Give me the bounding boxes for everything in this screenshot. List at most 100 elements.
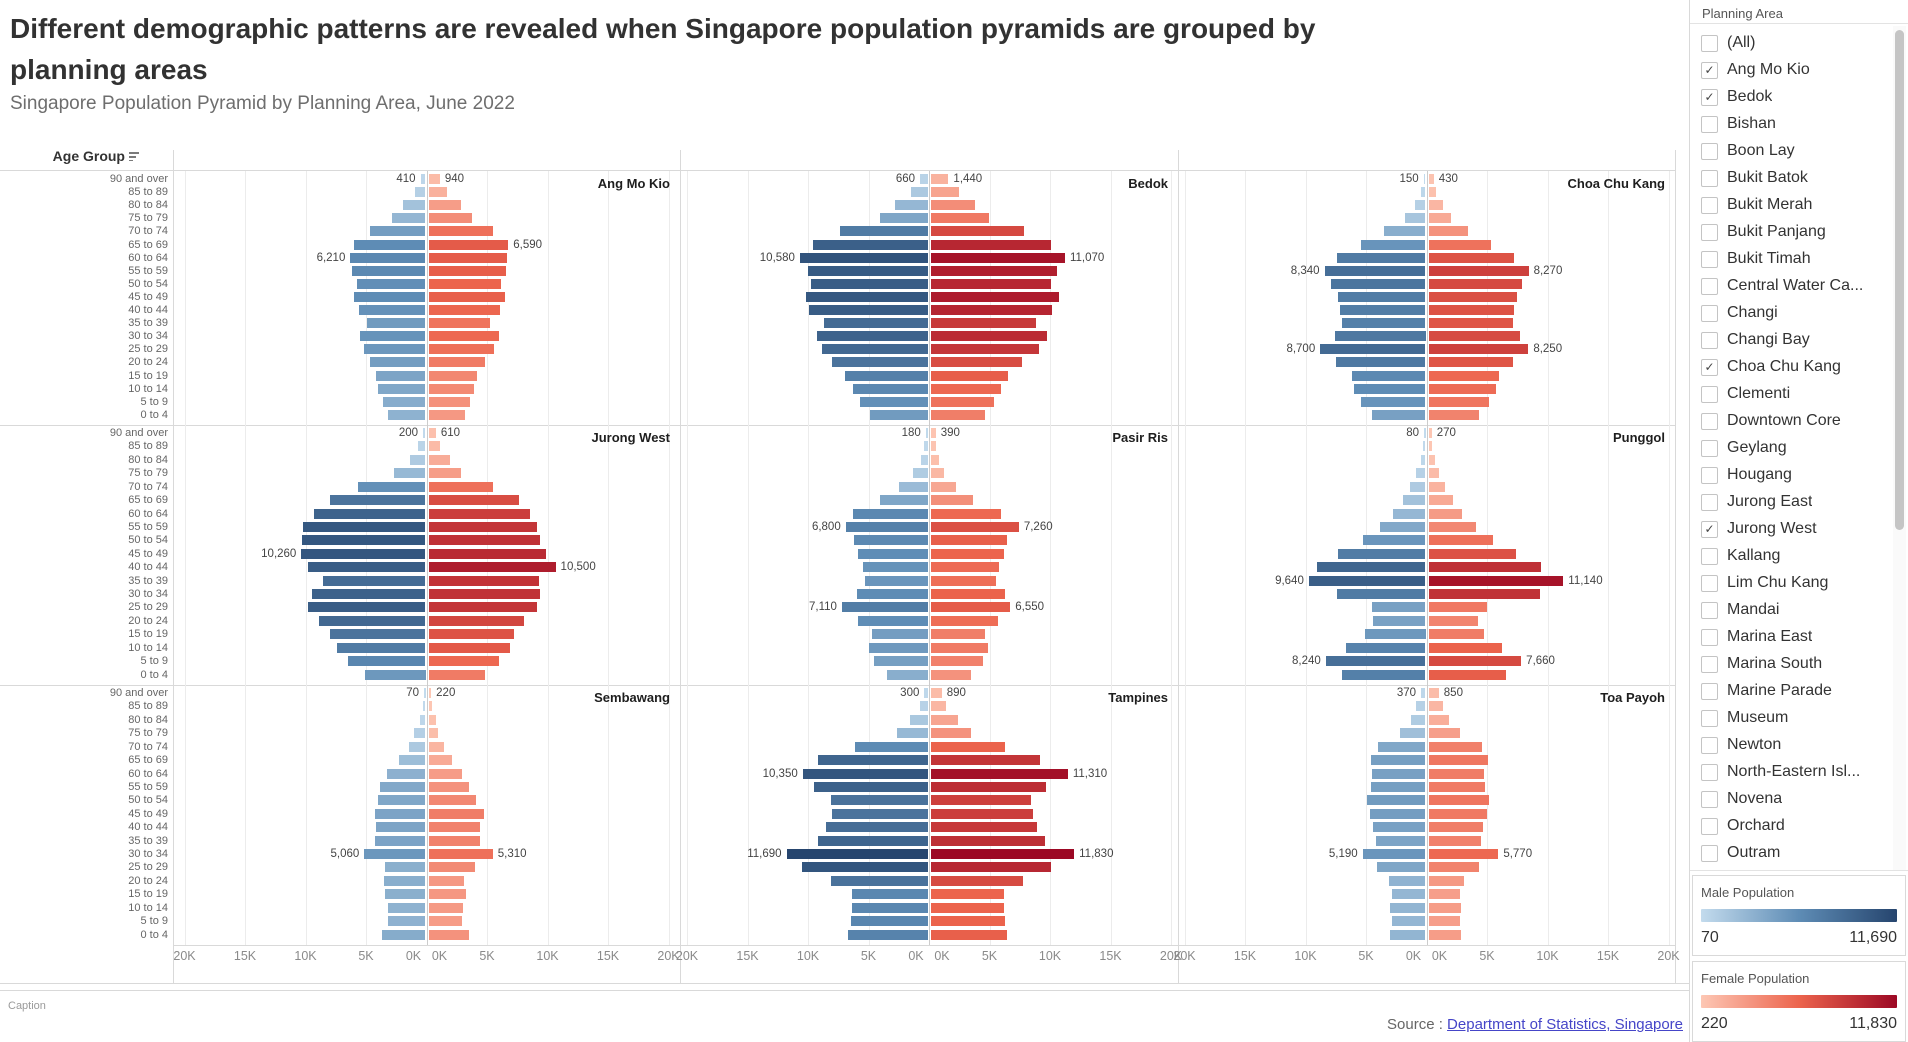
filter-item-changi[interactable]: Changi (1701, 301, 1891, 325)
pyramid-bar-male[interactable] (1337, 252, 1426, 263)
checkbox-icon[interactable] (1701, 142, 1718, 160)
pyramid-bar-male[interactable] (314, 508, 426, 519)
pyramid-bar-male[interactable] (817, 835, 928, 846)
pyramid-bar-female[interactable] (428, 428, 436, 438)
pyramid-bar-male[interactable] (857, 548, 928, 559)
pyramid-bar-female[interactable] (931, 615, 998, 626)
pyramid-bar-female[interactable] (1428, 495, 1453, 506)
pyramid-bar-male[interactable] (865, 575, 928, 586)
age-group-column-header[interactable]: Age Group (40, 148, 140, 164)
pyramid-bar-female[interactable] (428, 902, 463, 913)
filter-item-museum[interactable]: Museum (1701, 706, 1891, 730)
pyramid-bar-female[interactable] (931, 822, 1038, 833)
pyramid-bar-female[interactable] (931, 239, 1051, 250)
pyramid-bar-male[interactable] (1372, 768, 1426, 779)
pyramid-bar-female[interactable] (1428, 575, 1564, 586)
pyramid-bar-female[interactable] (428, 521, 538, 532)
pyramid-bar-female[interactable] (1428, 370, 1499, 381)
pyramid-bar-male[interactable] (821, 344, 928, 355)
pyramid-bar-female[interactable] (1428, 187, 1436, 198)
pyramid-bar-female[interactable] (428, 535, 540, 546)
pyramid-bar-female[interactable] (1428, 656, 1522, 667)
filter-item-bishan[interactable]: Bishan (1701, 112, 1891, 136)
pyramid-bar-female[interactable] (931, 535, 1008, 546)
pyramid-bar-male[interactable] (898, 481, 928, 492)
pyramid-bar-male[interactable] (1375, 835, 1426, 846)
pyramid-bar-male[interactable] (378, 795, 426, 806)
checkbox-icon[interactable] (1701, 628, 1718, 646)
pyramid-bar-female[interactable] (931, 902, 1004, 913)
pyramid-bar-male[interactable] (420, 714, 426, 725)
pyramid-bar-male[interactable] (1339, 305, 1426, 316)
pyramid-bar-male[interactable] (879, 213, 928, 224)
pyramid-bar-male[interactable] (398, 755, 426, 766)
pyramid-bar-female[interactable] (428, 495, 520, 506)
pyramid-bar-male[interactable] (854, 535, 928, 546)
pyramid-bar-female[interactable] (428, 822, 480, 833)
pyramid-bar-female[interactable] (428, 669, 486, 680)
pyramid-bar-female[interactable] (1428, 916, 1460, 927)
checkbox-checked-icon[interactable]: ✓ (1701, 358, 1718, 376)
checkbox-icon[interactable] (1701, 601, 1718, 619)
pyramid-bar-female[interactable] (1428, 239, 1492, 250)
pyramid-bar-female[interactable] (1428, 344, 1529, 355)
pyramid-bar-female[interactable] (931, 252, 1065, 263)
pyramid-bar-male[interactable] (369, 226, 426, 237)
checkbox-icon[interactable] (1701, 709, 1718, 727)
pyramid-bar-male[interactable] (1334, 331, 1426, 342)
pyramid-bar-female[interactable] (931, 714, 958, 725)
pyramid-bar-male[interactable] (1378, 741, 1426, 752)
pyramid-bar-female[interactable] (428, 383, 475, 394)
pyramid-bar-female[interactable] (428, 318, 491, 329)
pyramid-bar-male[interactable] (302, 535, 426, 546)
checkbox-icon[interactable] (1701, 223, 1718, 241)
pyramid-bar-male[interactable] (808, 265, 928, 276)
pyramid-bar-male[interactable] (311, 589, 426, 600)
pyramid-bar-female[interactable] (931, 889, 1004, 900)
filter-item-newton[interactable]: Newton (1701, 733, 1891, 757)
pyramid-bar-male[interactable] (845, 521, 928, 532)
pyramid-bar-male[interactable] (873, 656, 928, 667)
pyramid-bar-male[interactable] (1308, 575, 1426, 586)
pyramid-bar-female[interactable] (1428, 562, 1542, 573)
pyramid-bar-male[interactable] (358, 305, 426, 316)
pyramid-bar-male[interactable] (832, 808, 928, 819)
pyramid-bar-male[interactable] (1390, 929, 1426, 940)
pyramid-bar-female[interactable] (1428, 835, 1481, 846)
pyramid-bar-male[interactable] (813, 239, 928, 250)
pyramid-bar-female[interactable] (428, 265, 506, 276)
pyramid-bar-male[interactable] (1338, 291, 1426, 302)
pyramid-bar-male[interactable] (809, 305, 928, 316)
pyramid-bar-female[interactable] (931, 278, 1051, 289)
pyramid-bar-female[interactable] (1428, 454, 1435, 465)
pyramid-bar-female[interactable] (1428, 808, 1487, 819)
pyramid-bar-female[interactable] (1428, 521, 1476, 532)
pyramid-bar-male[interactable] (1389, 875, 1426, 886)
checkbox-icon[interactable] (1701, 331, 1718, 349)
pyramid-bar-female[interactable] (931, 562, 999, 573)
pyramid-bar-female[interactable] (931, 187, 959, 198)
pyramid-bar-female[interactable] (931, 468, 945, 479)
pyramid-bar-male[interactable] (337, 642, 426, 653)
pyramid-bar-female[interactable] (428, 370, 477, 381)
checkbox-icon[interactable] (1701, 304, 1718, 322)
filter-item-kallang[interactable]: Kallang (1701, 544, 1891, 568)
pyramid-bar-female[interactable] (428, 481, 493, 492)
pyramid-bar-male[interactable] (308, 562, 426, 573)
pyramid-bar-female[interactable] (428, 508, 531, 519)
pyramid-bar-male[interactable] (852, 508, 928, 519)
pyramid-bar-male[interactable] (424, 688, 426, 698)
pyramid-bar-female[interactable] (1428, 305, 1515, 316)
filter-item-hougang[interactable]: Hougang (1701, 463, 1891, 487)
pyramid-bar-male[interactable] (1372, 409, 1426, 420)
pyramid-bar-male[interactable] (1325, 656, 1426, 667)
checkbox-icon[interactable] (1701, 34, 1718, 52)
pyramid-bar-female[interactable] (931, 849, 1075, 860)
pyramid-bar-female[interactable] (428, 441, 440, 452)
pyramid-bar-male[interactable] (414, 728, 426, 739)
pyramid-bar-male[interactable] (363, 344, 426, 355)
filter-item-bukit-batok[interactable]: Bukit Batok (1701, 166, 1891, 190)
checkbox-icon[interactable] (1701, 817, 1718, 835)
pyramid-bar-female[interactable] (428, 889, 466, 900)
pyramid-bar-male[interactable] (857, 615, 928, 626)
